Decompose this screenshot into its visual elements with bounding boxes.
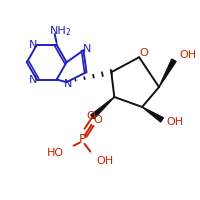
Text: N: N [29,75,37,85]
Polygon shape [91,97,114,119]
Text: HO: HO [46,148,64,158]
Text: O: O [86,111,95,121]
Text: OH: OH [179,50,196,60]
Text: O: O [140,48,148,58]
Text: OH: OH [166,117,183,127]
Text: OH: OH [96,156,114,166]
Polygon shape [142,107,163,122]
Text: P: P [79,133,86,146]
Polygon shape [159,59,176,87]
Text: N: N [63,79,72,89]
Text: O: O [93,115,102,125]
Text: NH: NH [50,26,67,36]
Text: N: N [29,40,37,50]
Text: 2: 2 [65,28,70,37]
Text: N: N [83,44,92,54]
